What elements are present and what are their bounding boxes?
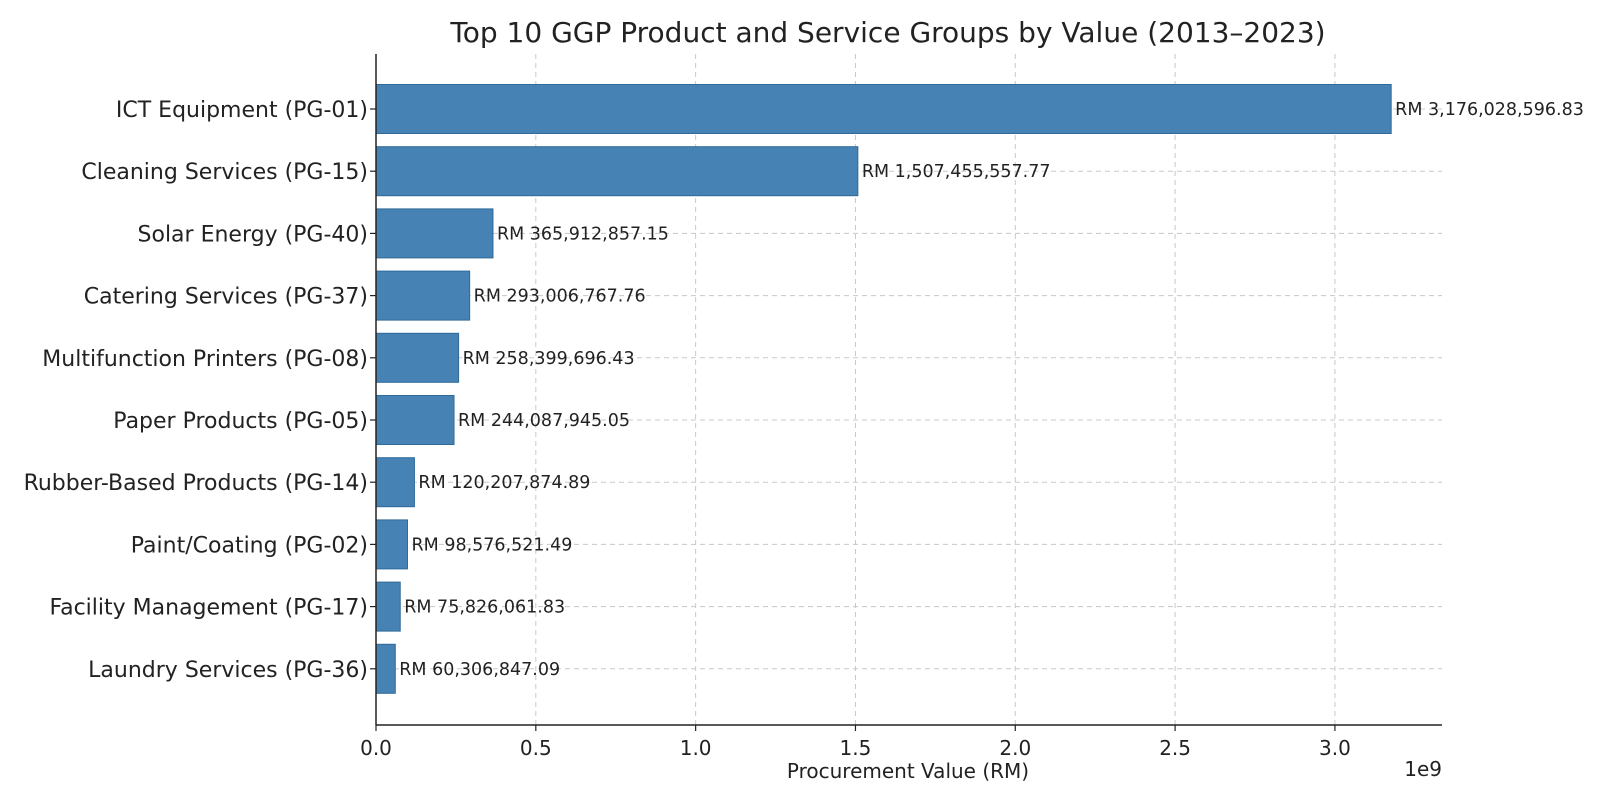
value-label-layer: RM 3,176,028,596.83 RM 1,507,455,557.77 RM… [399,100,1584,680]
category-label: Paint/Coating (PG-02) [131,533,368,558]
bar [375,643,396,694]
category-label: Rubber-Based Products (PG-14) [24,471,368,496]
bar-value-label: RM 75,826,061.83 [404,598,565,618]
category-label: Cleaning Services (PG-15) [81,160,368,185]
x-tick-label: 3.0 [1319,736,1351,760]
bar-value-label: RM 244,087,945.05 [458,411,630,431]
bar [375,457,415,508]
bar-value-label: RM 258,399,696.43 [463,349,635,369]
bar-value-label: RM 60,306,847.09 [399,660,560,680]
x-tick-label: 0.0 [360,736,392,760]
category-label: Multifunction Printers (PG-08) [42,347,368,372]
x-tick-label: 1.5 [840,736,872,760]
x-axis-label: Procurement Value (RM) [787,759,1029,783]
x-axis-offset-text: 1e9 [1404,757,1442,781]
bar [375,84,1392,134]
bar [375,332,460,383]
x-tick-label: 1.0 [680,736,712,760]
bar [375,395,455,445]
category-label: Paper Products (PG-05) [113,409,368,434]
chart-title: Top 10 GGP Product and Service Groups by… [449,16,1325,49]
x-tick-layer: 0.0 0.5 1.0 1.5 2.0 2.5 3.0 [360,725,1351,760]
category-label: Facility Management (PG-17) [49,596,368,621]
bar [375,208,494,259]
category-label: Solar Energy (PG-40) [138,222,368,247]
bar-value-label: RM 293,006,767.76 [474,287,646,307]
bar-value-label: RM 120,207,874.89 [418,473,590,493]
category-label: Catering Services (PG-37) [84,285,368,310]
bar-value-label: RM 1,507,455,557.77 [862,162,1051,182]
bar-value-label: RM 365,912,857.15 [497,224,669,244]
bar-value-label: RM 3,176,028,596.83 [1395,100,1584,120]
x-tick-label: 2.5 [1159,736,1191,760]
category-label: Laundry Services (PG-36) [88,658,368,683]
bar [375,519,409,570]
bar-value-label: RM 98,576,521.49 [412,535,573,555]
bar [375,146,859,197]
x-tick-label: 2.0 [999,736,1031,760]
bar [375,270,471,321]
category-label-layer: ICT Equipment (PG-01) Cleaning Services (… [24,98,376,683]
category-label: ICT Equipment (PG-01) [116,98,368,123]
x-tick-label: 0.5 [520,736,552,760]
bar [375,581,401,632]
